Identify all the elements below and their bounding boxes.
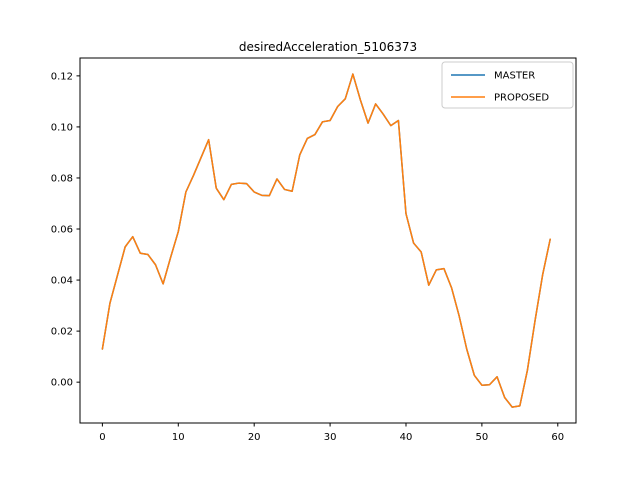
x-tick-label: 20 (248, 432, 261, 443)
x-tick-label: 0 (99, 432, 105, 443)
y-tick-label: 0.00 (51, 378, 73, 389)
y-tick-label: 0.06 (51, 225, 73, 236)
x-tick-label: 40 (400, 432, 413, 443)
x-tick-label: 60 (551, 432, 564, 443)
y-tick-label: 0.12 (51, 71, 73, 82)
x-tick-label: 30 (324, 432, 337, 443)
y-tick-label: 0.08 (51, 173, 73, 184)
y-tick-label: 0.10 (51, 122, 73, 133)
series-line-proposed (101, 73, 551, 408)
y-tick-label: 0.02 (51, 327, 73, 338)
y-tick-label: 0.04 (51, 276, 73, 287)
legend-label-proposed: PROPOSED (494, 93, 549, 104)
legend-label-master: MASTER (494, 71, 535, 82)
chart-title: desiredAcceleration_5106373 (239, 40, 417, 54)
series-line-master (101, 73, 551, 408)
axes-spines (79, 57, 577, 424)
x-tick-label: 10 (172, 432, 185, 443)
x-tick-label: 50 (476, 432, 489, 443)
